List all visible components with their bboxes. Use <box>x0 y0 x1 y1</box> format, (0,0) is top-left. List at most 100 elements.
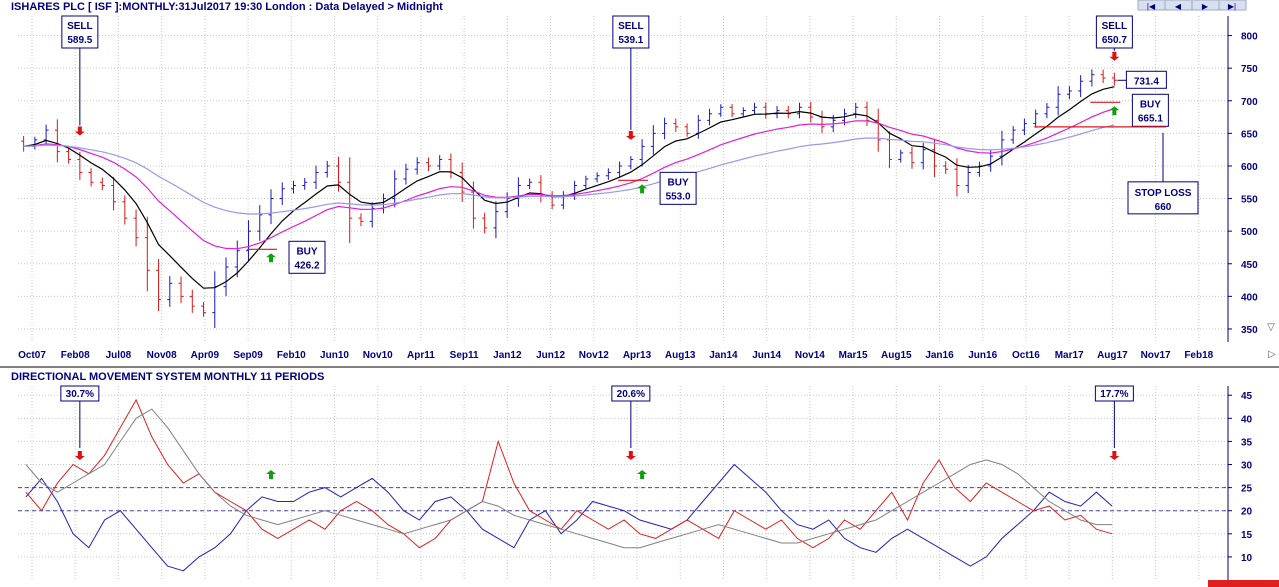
ohlc-bar <box>223 257 229 297</box>
x-tick-label: Aug17 <box>1097 350 1128 361</box>
ohlc-bar <box>628 156 634 170</box>
price-panel <box>18 16 1228 342</box>
price-plot-area <box>18 16 1228 342</box>
buy-signal-box-text: 553.0 <box>666 191 691 202</box>
ohlc-bar <box>425 157 431 172</box>
indicator-sell-arrow-icon <box>74 451 85 460</box>
ohlc-bar <box>965 164 971 194</box>
ohlc-bar <box>482 212 488 234</box>
buy-signal-box: BUY 426.2 <box>288 240 326 274</box>
ohlc-bar <box>1066 86 1072 100</box>
ohlc-bar <box>662 117 668 140</box>
indicator-signal-box: 17.7% <box>1094 385 1134 402</box>
ohlc-bar <box>617 161 623 177</box>
x-tick-label: Apr13 <box>623 350 652 361</box>
ohlc-bar <box>88 168 94 187</box>
ohlc-bar <box>167 276 173 307</box>
scroll-down-icon[interactable]: ▽ <box>1267 322 1275 333</box>
moving-average-mid-line <box>23 107 1115 250</box>
ohlc-bar <box>302 178 308 190</box>
ohlc-bar <box>369 202 375 228</box>
sell-signal-box-frame <box>1095 15 1133 49</box>
indicator-signal-text: 20.6% <box>617 389 645 400</box>
indicator-lines <box>25 398 1113 572</box>
indicator-sell-arrow-icon <box>625 451 636 460</box>
ohlc-bar <box>1044 102 1050 119</box>
buy-signal-box-frame <box>288 240 326 274</box>
buy-signal-box-text: 426.2 <box>294 260 319 271</box>
x-tick-label: Oct07 <box>18 350 46 361</box>
ohlc-bar <box>122 195 128 225</box>
stop-loss-frame <box>1127 181 1199 215</box>
x-tick-label: Sep09 <box>233 350 263 361</box>
y-tick-label: 750 <box>1241 64 1258 75</box>
ohlc-bar <box>111 176 117 211</box>
ohlc-bar <box>999 130 1005 166</box>
sell-signal-box-text: SELL <box>67 21 93 32</box>
ohlc-bar <box>527 178 533 190</box>
ohlc-bar <box>313 165 319 190</box>
x-tick-label: Apr09 <box>191 350 220 361</box>
buy-arrow-icon <box>1109 106 1120 116</box>
x-tick-label: Jun14 <box>752 350 781 361</box>
ohlc-bar <box>740 107 746 118</box>
buy-signal-box-frame <box>659 171 697 205</box>
ohlc-bar <box>1055 86 1061 116</box>
last-value-frame <box>1125 70 1167 89</box>
ohlc-bar <box>66 147 72 164</box>
svg-text:|◀: |◀ <box>1147 2 1156 11</box>
x-tick-label: Jan14 <box>709 350 738 361</box>
ohlc-bar <box>718 104 724 117</box>
x-tick-label: Aug15 <box>881 350 912 361</box>
ohlc-bar <box>886 131 892 169</box>
x-tick-label: Nov10 <box>363 350 393 361</box>
x-tick-label: Feb10 <box>277 350 306 361</box>
ohlc-bar <box>1021 118 1027 136</box>
indicator-y-tick-label: 40 <box>1241 414 1253 425</box>
moving-average-long-line <box>23 124 1115 215</box>
x-tick-label: Feb08 <box>61 350 90 361</box>
buy-arrow-icon <box>266 253 277 263</box>
ohlc-bar <box>504 192 510 218</box>
indicator-signal-box: 20.6% <box>611 385 651 402</box>
indicator-title: DIRECTIONAL MOVEMENT SYSTEM MONTHLY 11 P… <box>11 371 324 383</box>
ohlc-bar <box>189 289 195 313</box>
x-tick-label: Mar15 <box>839 350 868 361</box>
y-tick-label: 350 <box>1241 325 1258 336</box>
ohlc-bar <box>77 151 83 181</box>
ohlc-bar <box>144 216 150 292</box>
buy-signal-box-text: 665.1 <box>1138 113 1163 124</box>
nav-next-button[interactable]: ▶ <box>1191 0 1220 11</box>
ohlc-bar <box>133 209 139 247</box>
ohlc-bar <box>437 155 443 171</box>
ohlc-bar <box>246 220 252 262</box>
ohlc-bar <box>808 101 814 123</box>
indicator-signal-box: 30.7% <box>60 385 100 402</box>
ohlc-bar <box>875 108 881 152</box>
sell-arrow-icon <box>74 126 85 136</box>
y-tick-label: 700 <box>1241 97 1258 108</box>
ohlc-bar <box>99 177 105 191</box>
indicator-panel: 10 15 20 25 30 35 40 45 <box>18 386 1253 580</box>
nav-last-button[interactable]: ▶| <box>1218 0 1247 11</box>
indicator-y-tick-label: 25 <box>1241 484 1253 495</box>
nav-first-button[interactable]: |◀ <box>1137 0 1166 11</box>
last-value-box: 731.4 <box>1125 70 1167 89</box>
nav-previous-button[interactable]: ◀ <box>1164 0 1193 11</box>
ohlc-bar <box>234 240 240 278</box>
x-tick-label: Jun16 <box>968 350 997 361</box>
ohlc-bar <box>54 119 60 163</box>
indicator-buy-arrow-icon <box>637 470 648 479</box>
x-tick-label: Nov12 <box>579 350 609 361</box>
y-tick-label: 500 <box>1241 227 1258 238</box>
bottom-tab[interactable] <box>1208 580 1279 587</box>
dms-adx-line <box>25 408 1113 549</box>
y-tick-label: 800 <box>1241 32 1258 43</box>
ohlc-bar <box>729 104 735 118</box>
x-tick-label: Jan12 <box>493 350 522 361</box>
x-tick-label: Feb18 <box>1184 350 1213 361</box>
ohlc-bar <box>1033 109 1039 128</box>
scroll-right-icon[interactable]: ▷ <box>1268 349 1276 360</box>
price-axes: Oct07 Feb08 Jul08 Nov08 Apr09 Sep09 Feb10 Jun10… <box>18 16 1258 361</box>
